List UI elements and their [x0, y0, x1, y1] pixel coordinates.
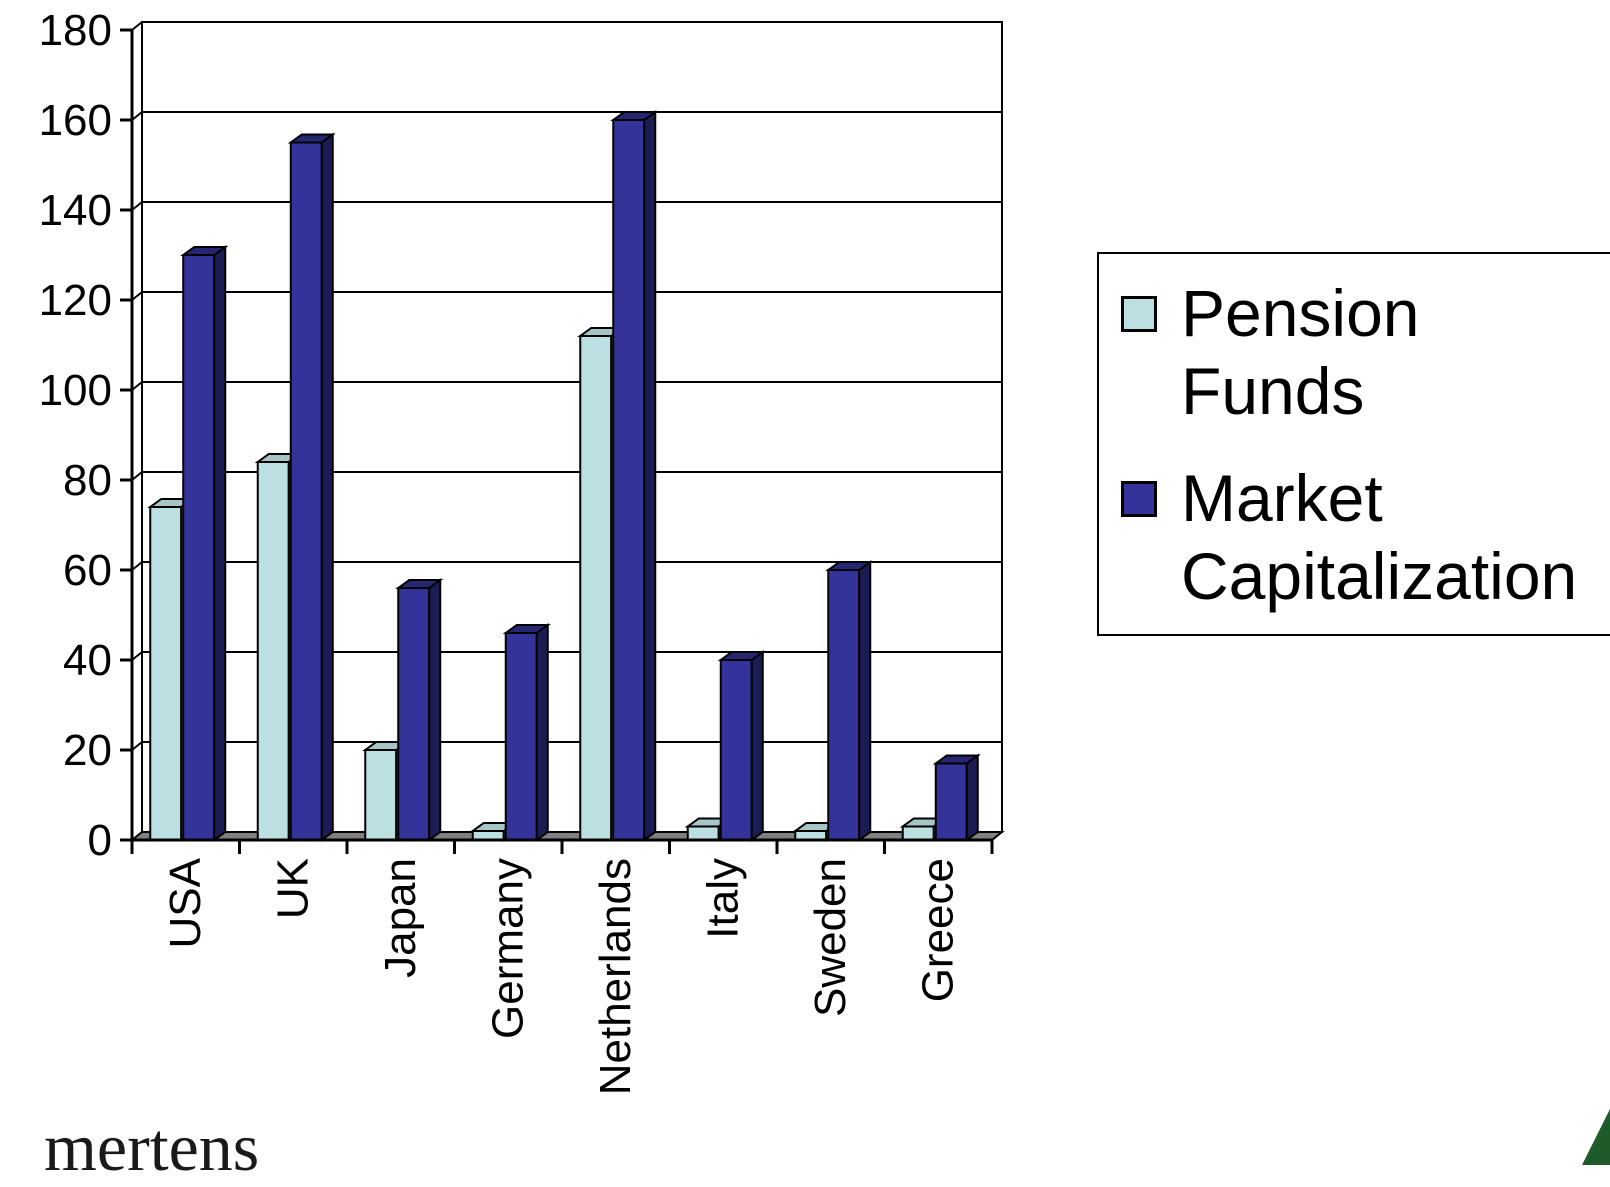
bar-front [364, 749, 398, 841]
footer-author-text: mertens [44, 1109, 260, 1185]
x-tick-label: Japan [376, 858, 425, 978]
gridline-side [131, 471, 143, 481]
gridline-side [131, 741, 143, 751]
gridline-side [131, 201, 143, 211]
bar-front [289, 141, 323, 841]
gridline-side [131, 111, 143, 121]
bar [610, 110, 659, 842]
y-tick-label: 0 [88, 816, 112, 865]
bar-front [612, 119, 646, 841]
legend-label-line: Market [1181, 461, 1383, 535]
bar [502, 623, 551, 842]
y-tick-label: 160 [39, 96, 112, 145]
bar-front [901, 825, 935, 841]
x-tick-label: Netherlands [591, 858, 640, 1095]
bar-side [750, 650, 764, 842]
bar-side [858, 560, 872, 842]
x-tick-label: Greece [913, 858, 962, 1002]
legend-label-line: Funds [1181, 354, 1365, 428]
y-tick-label: 140 [39, 186, 112, 235]
bar-front [579, 335, 613, 841]
bar-front [719, 659, 753, 841]
bar-front [827, 569, 861, 841]
x-tick-labels: USA UK Japan Germany Netherlands Italy Sweden G… [161, 857, 963, 1095]
bar-side [320, 132, 334, 842]
x-tick-label: Germany [483, 858, 532, 1039]
y-tick-label: 80 [63, 456, 112, 505]
legend-item-pension-funds: Pension Funds [1121, 274, 1601, 430]
bar-front [256, 461, 290, 841]
gridline-side [131, 651, 143, 661]
gridline-side [131, 381, 143, 391]
legend: Pension Funds Market Capitalization [1097, 252, 1610, 636]
bar-side [535, 623, 549, 842]
y-tick-label: 40 [63, 636, 112, 685]
bar [287, 132, 336, 842]
bar-front [397, 587, 431, 841]
bar-side [428, 578, 442, 842]
bar [825, 560, 874, 842]
y-tick-labels: 0 20 40 60 80 100 120 140 160 180 [39, 6, 112, 865]
gridline-side [131, 291, 143, 301]
legend-label-pension-funds: Pension Funds [1181, 274, 1601, 430]
legend-label-market-capitalization: Market Capitalization [1181, 459, 1601, 615]
bars [147, 110, 981, 842]
bar-side [643, 110, 657, 842]
axes [120, 28, 994, 854]
legend-swatch-market-capitalization [1121, 481, 1157, 517]
y-tick-label: 20 [63, 726, 112, 775]
bar-front [686, 825, 720, 841]
y-tick-label: 60 [63, 546, 112, 595]
bar-front [149, 506, 183, 841]
y-tick-label: 120 [39, 276, 112, 325]
gridline-side [131, 21, 143, 31]
gridline-side [131, 561, 143, 571]
bar-front [504, 632, 538, 841]
bar-front [182, 254, 216, 841]
bar [932, 753, 981, 842]
bar [180, 245, 229, 842]
x-tick-label: USA [161, 857, 210, 948]
bar [395, 578, 444, 842]
bar [717, 650, 766, 842]
bar-side [965, 753, 979, 842]
corner-logo-mark [1582, 1109, 1610, 1165]
y-tick-label: 180 [39, 6, 112, 55]
bar-front [934, 762, 968, 841]
legend-label-line: Pension [1181, 276, 1420, 350]
x-tick-label: UK [268, 858, 317, 919]
bar-side [213, 245, 227, 842]
legend-label-line: Capitalization [1181, 539, 1578, 613]
x-tick-label: Sweden [806, 858, 855, 1017]
legend-item-market-capitalization: Market Capitalization [1121, 459, 1601, 615]
legend-swatch-pension-funds [1121, 296, 1157, 332]
x-tick-label: Italy [698, 858, 747, 939]
y-tick-label: 100 [39, 366, 112, 415]
